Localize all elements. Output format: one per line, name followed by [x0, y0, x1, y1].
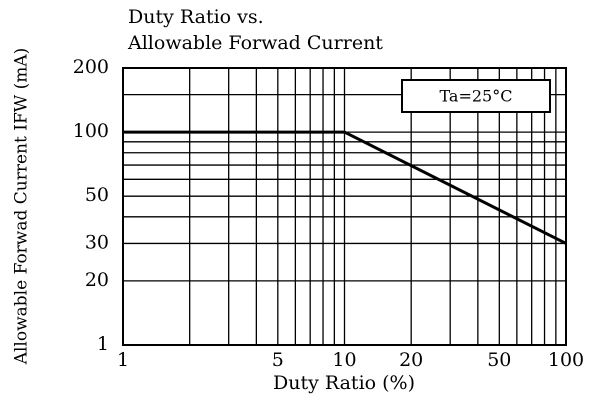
data-line — [123, 130, 567, 245]
y-tick-label: 1 — [97, 333, 109, 355]
y-axis-label: Allowable Forwad Current IFW (mA) — [12, 48, 32, 366]
x-tick-label: 10 — [332, 349, 356, 371]
y-tick-label: 20 — [85, 269, 109, 291]
annotation: Ta=25°C — [440, 87, 513, 106]
x-tick-label: 20 — [399, 349, 423, 371]
x-tick-label: 100 — [548, 349, 584, 371]
x-tick-label: 5 — [272, 349, 284, 371]
x-tick-label: 1 — [117, 349, 129, 371]
y-tick-label: 50 — [85, 184, 109, 206]
y-tick-label: 30 — [85, 231, 109, 253]
plot-frame — [122, 67, 567, 346]
y-tick-label: 100 — [73, 120, 109, 142]
chart-title: Allowable Forwad Current — [127, 32, 383, 54]
y-tick-label: 200 — [73, 56, 109, 78]
x-axis-label: Duty Ratio (%) — [273, 372, 415, 394]
x-tick-label: 50 — [487, 349, 511, 371]
annotation-box — [401, 79, 551, 113]
chart-title: Duty Ratio vs. — [128, 6, 264, 28]
